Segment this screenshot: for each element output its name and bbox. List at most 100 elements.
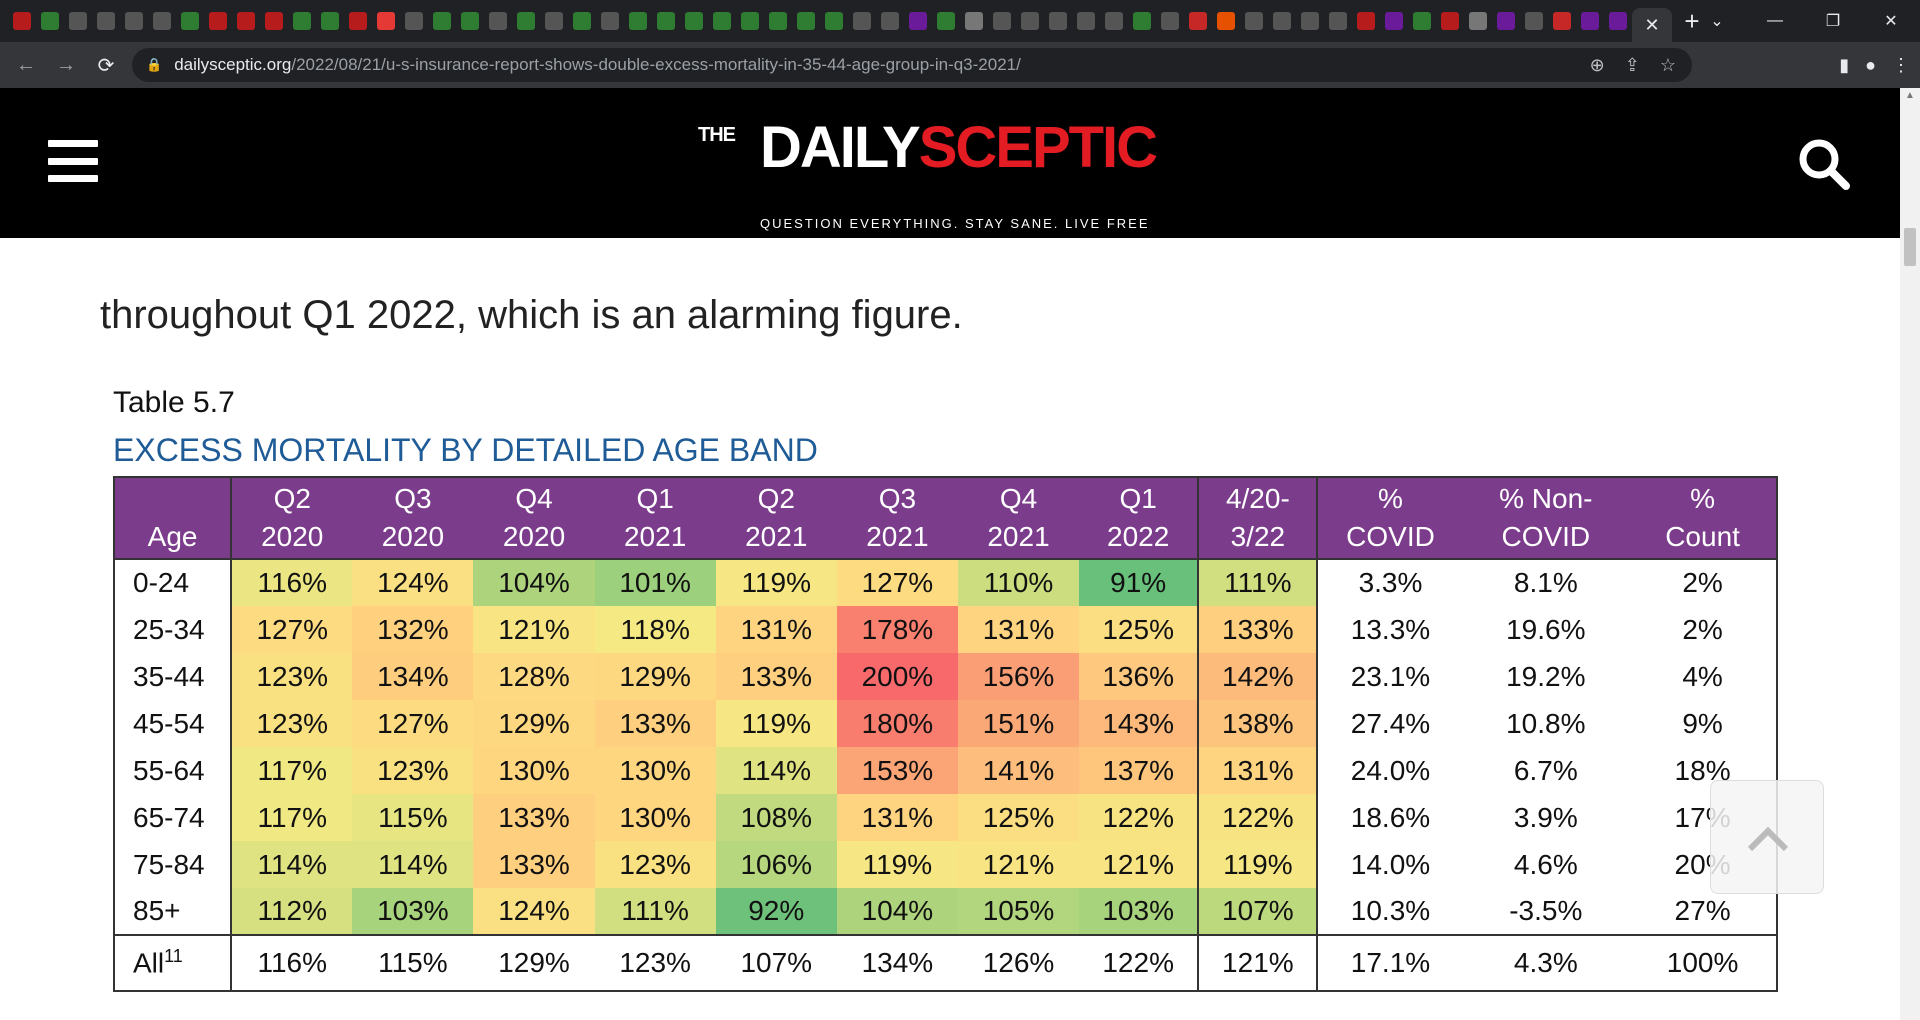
tab-favicon-icon[interactable]	[904, 0, 932, 42]
minimize-icon[interactable]: —	[1767, 12, 1783, 29]
tab-favicon-icon[interactable]	[1128, 0, 1156, 42]
back-to-top-button[interactable]	[1710, 780, 1824, 894]
address-bar[interactable]: 🔒 dailysceptic.org/2022/08/21/u-s-insura…	[132, 48, 1692, 82]
covid-share-cell: 17.1%	[1317, 934, 1463, 992]
tab-favicon-icon[interactable]	[820, 0, 848, 42]
tab-search-icon[interactable]: ⌄	[1710, 13, 1724, 30]
table-total-row: All11 116% 115% 129% 123% 107% 134% 126% 122% 121…	[112, 934, 1778, 992]
scrollbar-thumb[interactable]	[1904, 228, 1916, 266]
tab-favicon-icon[interactable]	[960, 0, 988, 42]
non-covid-share-cell: 3.9%	[1462, 794, 1630, 841]
tab-favicon-icon[interactable]	[1408, 0, 1436, 42]
tab-favicon-icon[interactable]	[92, 0, 120, 42]
tab-favicon-icon[interactable]	[1380, 0, 1408, 42]
excess-mortality-cell: 104%	[836, 888, 958, 935]
tab-favicon-icon[interactable]	[568, 0, 596, 42]
tab-favicon-icon[interactable]	[456, 0, 484, 42]
age-band-cell: 55-64	[112, 747, 233, 794]
tab-favicon-icon[interactable]	[120, 0, 148, 42]
tab-favicon-icon[interactable]	[64, 0, 92, 42]
back-icon[interactable]: ←	[16, 53, 36, 76]
tab-favicon-icon[interactable]	[1604, 0, 1632, 42]
restore-icon[interactable]: ❐	[1825, 13, 1841, 30]
tab-favicon-icon[interactable]	[540, 0, 568, 42]
page-scrollbar[interactable]: ▲	[1900, 88, 1920, 1020]
tab-favicon-icon[interactable]	[1100, 0, 1128, 42]
tab-favicon-icon[interactable]	[1240, 0, 1268, 42]
tab-favicon-icon[interactable]	[680, 0, 708, 42]
tab-favicon-icon[interactable]	[1016, 0, 1044, 42]
tab-favicon-icon[interactable]	[736, 0, 764, 42]
profile-icon[interactable]: ●	[1865, 54, 1876, 75]
tab-favicon-icon[interactable]	[1324, 0, 1352, 42]
excess-mortality-cell: 115%	[352, 934, 474, 992]
zoom-icon[interactable]: ⊕	[1589, 54, 1605, 75]
tab-favicon-icon[interactable]	[792, 0, 820, 42]
tab-favicon-icon[interactable]	[288, 0, 316, 42]
tab-favicon-icon[interactable]	[428, 0, 456, 42]
tab-favicon-icon[interactable]	[876, 0, 904, 42]
tab-favicon-icon[interactable]	[1492, 0, 1520, 42]
tab-favicon-icon[interactable]	[1548, 0, 1576, 42]
tab-favicon-icon[interactable]	[512, 0, 540, 42]
scroll-up-icon[interactable]: ▲	[1905, 90, 1915, 101]
count-share-cell: 9%	[1629, 700, 1778, 747]
close-tab-icon[interactable]: ✕	[1644, 14, 1660, 35]
tab-favicon-icon[interactable]	[400, 0, 428, 42]
tab-favicon-icon[interactable]	[988, 0, 1016, 42]
tab-favicon-icon[interactable]	[652, 0, 680, 42]
close-window-icon[interactable]: ✕	[1884, 13, 1898, 30]
tab-favicon-icon[interactable]	[1296, 0, 1324, 42]
excess-mortality-cell: 134%	[352, 653, 474, 700]
tab-favicon-icon[interactable]	[1184, 0, 1212, 42]
share-icon[interactable]: ⇪	[1624, 54, 1640, 75]
tab-favicon-icon[interactable]	[1464, 0, 1492, 42]
tab-favicon-icon[interactable]	[1212, 0, 1240, 42]
hamburger-menu-icon[interactable]	[48, 140, 98, 182]
tab-favicon-icon[interactable]	[1576, 0, 1604, 42]
menu-kebab-icon[interactable]: ⋮	[1892, 54, 1910, 75]
tab-favicon-icon[interactable]	[1352, 0, 1380, 42]
tab-favicon-icon[interactable]	[204, 0, 232, 42]
tab-favicon-icon[interactable]	[260, 0, 288, 42]
tab-favicon-icon[interactable]	[1268, 0, 1296, 42]
excess-mortality-cell: 180%	[836, 700, 958, 747]
url-text[interactable]: dailysceptic.org/2022/08/21/u-s-insuranc…	[174, 55, 1021, 74]
table-row: 25-34 127% 132% 121% 118% 131% 178% 131% 125% 133…	[112, 606, 1778, 653]
chevron-up-icon	[1747, 826, 1789, 852]
tab-favicon-icon[interactable]	[1156, 0, 1184, 42]
tab-favicon-icon[interactable]	[624, 0, 652, 42]
tab-favicon-icon[interactable]	[8, 0, 36, 42]
excess-mortality-cell: 136%	[1079, 653, 1200, 700]
tab-favicon-icon[interactable]	[596, 0, 624, 42]
tab-favicon-icon[interactable]	[484, 0, 512, 42]
site-logo[interactable]: THE DAILYSCEPTIC QUESTION EVERYTHING. ST…	[698, 118, 1208, 232]
tab-favicon-icon[interactable]	[932, 0, 960, 42]
tab-favicon-icon[interactable]	[708, 0, 736, 42]
reload-icon[interactable]: ⟳	[97, 54, 115, 77]
tab-favicon-icon[interactable]	[1436, 0, 1464, 42]
lock-icon[interactable]: 🔒	[146, 57, 163, 72]
tab-favicon-icon[interactable]	[176, 0, 204, 42]
new-tab-button[interactable]: +	[1684, 5, 1700, 36]
bookmark-star-icon[interactable]: ☆	[1659, 54, 1676, 75]
active-tab[interactable]: ✕	[1632, 8, 1672, 42]
forward-icon[interactable]: →	[56, 53, 76, 76]
tab-favicon-icon[interactable]	[1044, 0, 1072, 42]
tab-favicon-icon[interactable]	[148, 0, 176, 42]
tab-favicon-icon[interactable]	[764, 0, 792, 42]
excess-mortality-cell: 112%	[231, 888, 353, 935]
tab-favicon-icon[interactable]	[36, 0, 64, 42]
tab-favicon-icon[interactable]	[232, 0, 260, 42]
excess-mortality-cell: 116%	[231, 934, 353, 992]
tab-favicon-icon[interactable]	[848, 0, 876, 42]
excess-mortality-cell: 130%	[594, 747, 716, 794]
side-panel-icon[interactable]: ▮	[1839, 54, 1850, 75]
tab-favicon-icon[interactable]	[1520, 0, 1548, 42]
tab-favicon-icon[interactable]	[344, 0, 372, 42]
search-icon[interactable]	[1796, 136, 1852, 192]
tab-favicon-icon[interactable]	[372, 0, 400, 42]
tab-favicon-icon[interactable]	[1072, 0, 1100, 42]
tab-favicon-icon[interactable]	[316, 0, 344, 42]
excess-mortality-cell: 111%	[594, 888, 716, 935]
